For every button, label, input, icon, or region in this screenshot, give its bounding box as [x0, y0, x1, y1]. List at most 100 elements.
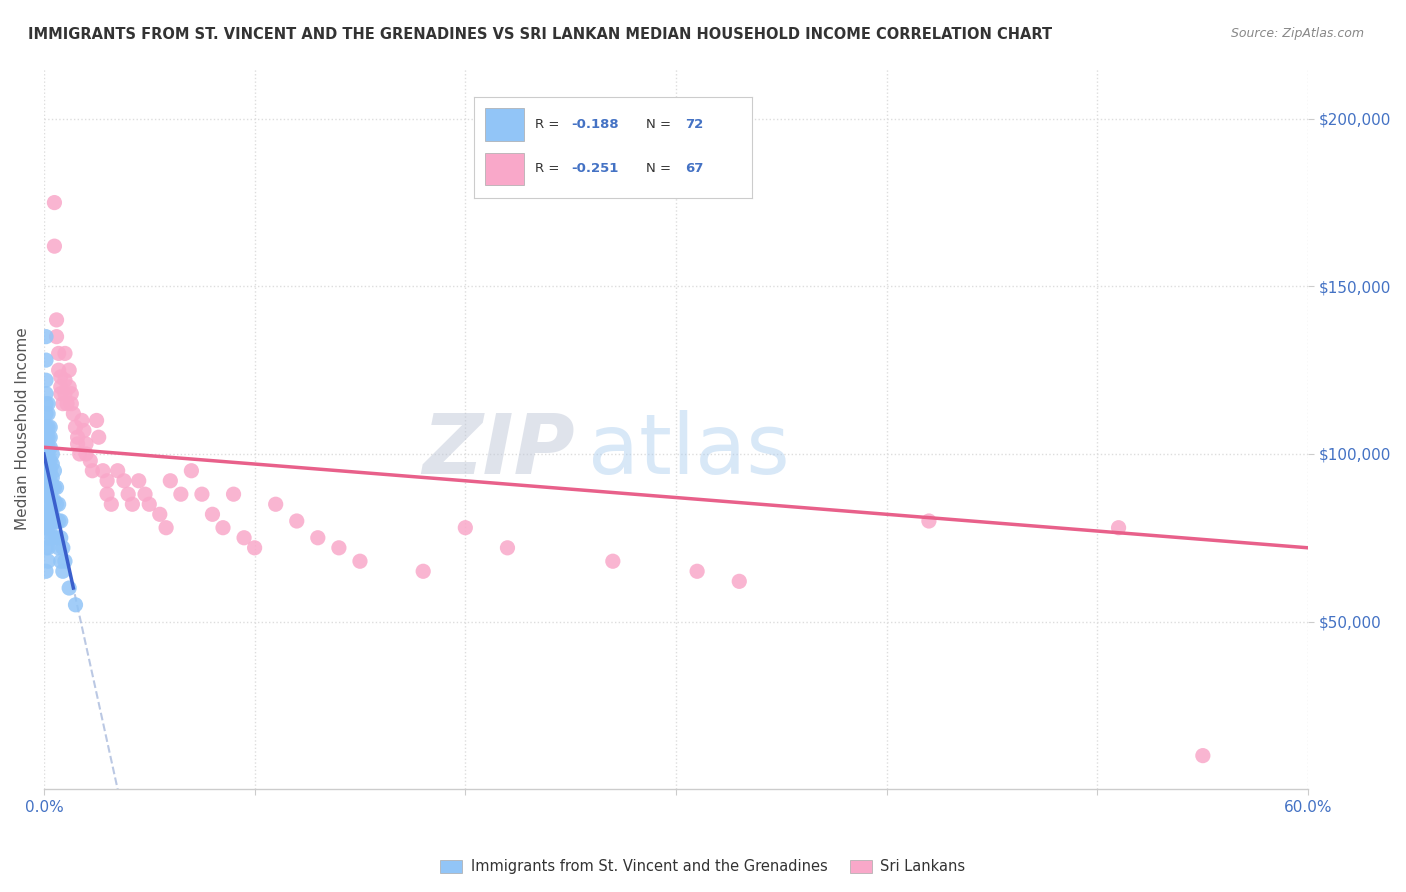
Point: [159, 474, 181, 488]
Point: [48, 541, 70, 555]
Point: [134, 487, 156, 501]
Point: [35, 447, 58, 461]
Point: [52, 564, 75, 578]
Point: [35, 373, 58, 387]
Text: ZIP: ZIP: [422, 410, 575, 491]
Point: [117, 487, 139, 501]
Point: [66, 430, 89, 444]
Point: [44, 239, 66, 253]
Point: [53, 346, 76, 360]
Point: [69, 447, 91, 461]
Point: [37, 464, 59, 478]
Point: [49, 380, 72, 394]
Point: [307, 531, 329, 545]
Point: [285, 514, 308, 528]
Point: [243, 541, 266, 555]
Point: [48, 363, 70, 377]
Point: [56, 397, 79, 411]
Point: [39, 453, 62, 467]
Point: [39, 487, 62, 501]
Point: [48, 497, 70, 511]
Point: [41, 508, 63, 522]
Text: Source: ZipAtlas.com: Source: ZipAtlas.com: [1230, 27, 1364, 40]
Point: [53, 554, 76, 568]
Point: [1108, 521, 1130, 535]
Point: [58, 581, 80, 595]
Point: [86, 413, 108, 427]
Point: [66, 437, 89, 451]
Point: [37, 521, 59, 535]
Point: [39, 440, 62, 454]
Point: [602, 554, 624, 568]
Point: [44, 494, 66, 508]
Point: [37, 430, 59, 444]
Point: [41, 494, 63, 508]
Point: [35, 564, 58, 578]
Point: [37, 497, 59, 511]
Point: [35, 397, 58, 411]
Point: [49, 370, 72, 384]
Point: [37, 541, 59, 555]
Point: [65, 598, 87, 612]
Point: [39, 474, 62, 488]
Point: [37, 397, 59, 411]
Point: [52, 541, 75, 555]
Point: [45, 514, 67, 528]
Point: [96, 487, 118, 501]
Point: [65, 420, 87, 434]
Point: [49, 531, 72, 545]
Point: [37, 440, 59, 454]
Point: [37, 420, 59, 434]
Point: [328, 541, 350, 555]
Point: [37, 470, 59, 484]
Point: [82, 464, 104, 478]
Point: [44, 514, 66, 528]
Point: [149, 508, 172, 522]
Point: [44, 481, 66, 495]
Point: [155, 521, 177, 535]
Point: [264, 497, 287, 511]
Point: [39, 420, 62, 434]
Point: [41, 447, 63, 461]
Point: [496, 541, 519, 555]
Point: [37, 508, 59, 522]
Point: [212, 521, 235, 535]
Point: [35, 329, 58, 343]
Point: [349, 554, 371, 568]
Point: [39, 521, 62, 535]
Point: [180, 464, 202, 478]
Point: [37, 487, 59, 501]
Point: [70, 413, 93, 427]
Point: [39, 430, 62, 444]
Point: [100, 497, 122, 511]
Point: [53, 386, 76, 401]
Text: IMMIGRANTS FROM ST. VINCENT AND THE GRENADINES VS SRI LANKAN MEDIAN HOUSEHOLD IN: IMMIGRANTS FROM ST. VINCENT AND THE GREN…: [28, 27, 1052, 42]
Point: [37, 481, 59, 495]
Point: [1192, 748, 1215, 763]
Point: [58, 380, 80, 394]
Point: [49, 514, 72, 528]
Point: [454, 521, 477, 535]
Point: [96, 474, 118, 488]
Point: [75, 437, 97, 451]
Point: [35, 481, 58, 495]
Point: [222, 487, 245, 501]
Point: [35, 453, 58, 467]
Point: [37, 407, 59, 421]
Point: [60, 386, 83, 401]
Point: [44, 195, 66, 210]
Point: [45, 313, 67, 327]
Point: [48, 346, 70, 360]
Point: [35, 460, 58, 475]
Point: [58, 363, 80, 377]
Point: [35, 440, 58, 454]
Point: [728, 574, 751, 589]
Legend: Immigrants from St. Vincent and the Grenadines, Sri Lankans: Immigrants from St. Vincent and the Gren…: [434, 854, 972, 880]
Point: [53, 373, 76, 387]
Point: [112, 474, 135, 488]
Point: [35, 407, 58, 421]
Point: [37, 531, 59, 545]
Point: [107, 464, 129, 478]
Point: [52, 397, 75, 411]
Point: [686, 564, 709, 578]
